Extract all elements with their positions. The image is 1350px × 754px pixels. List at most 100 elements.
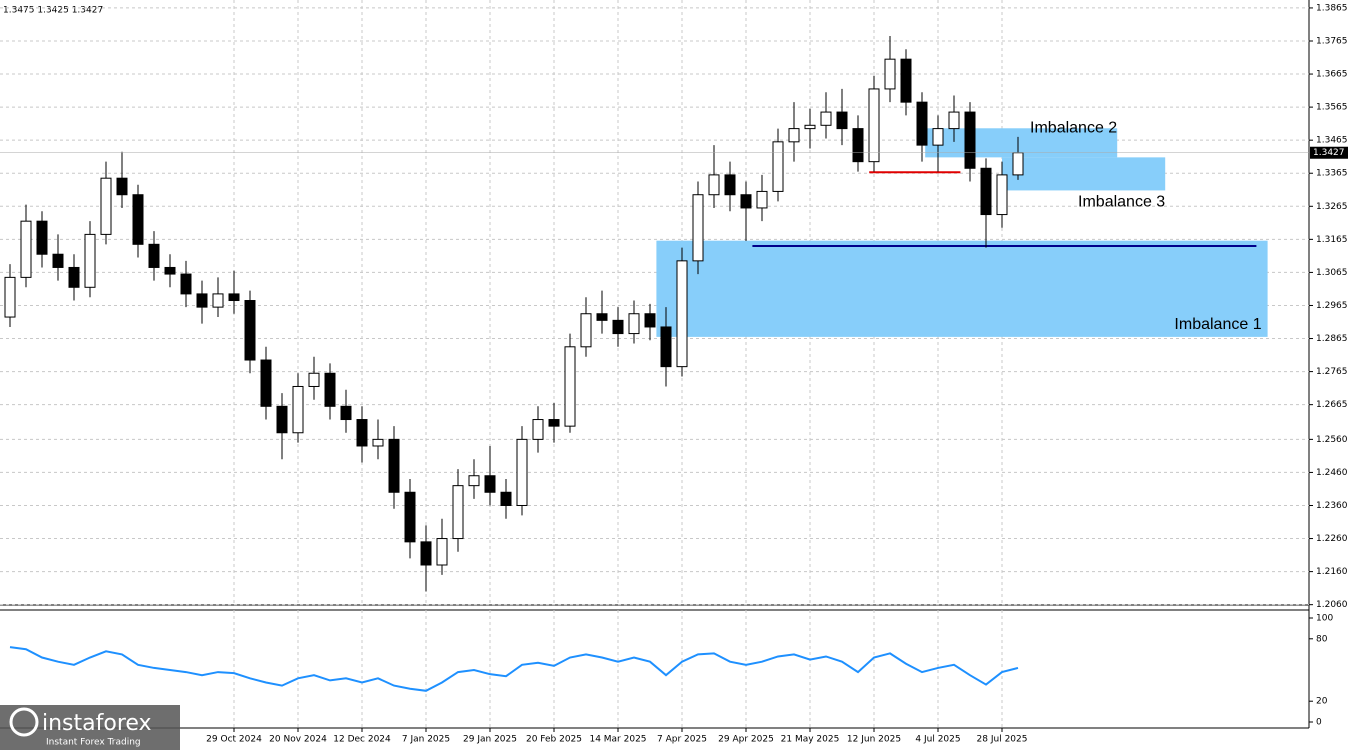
candle-body xyxy=(964,111,976,169)
candle-body xyxy=(980,167,992,216)
candle-body xyxy=(548,419,560,427)
y-tick-label: 1.3665 xyxy=(1316,70,1348,80)
candle-body xyxy=(804,124,816,130)
candle-body xyxy=(260,359,272,407)
y-tick-label: 1.3265 xyxy=(1316,202,1348,212)
candle-body xyxy=(452,485,464,540)
y-tick-label: 1.2360 xyxy=(1316,501,1348,511)
candle-body xyxy=(1012,152,1024,176)
y-tick-label: 1.3765 xyxy=(1316,36,1348,46)
x-tick-label: 20 Feb 2025 xyxy=(526,735,582,745)
candle-body xyxy=(84,233,96,288)
candle-body xyxy=(788,128,800,143)
candle-body xyxy=(724,174,736,196)
candle-body xyxy=(836,111,848,130)
candle-body xyxy=(196,293,208,308)
logo-tagline: Instant Forex Trading xyxy=(46,738,141,748)
candle-body xyxy=(900,58,912,103)
zone-label: Imbalance 2 xyxy=(1030,119,1117,136)
zone-label: Imbalance 3 xyxy=(1078,194,1165,211)
x-tick-label: 29 Jan 2025 xyxy=(463,735,517,745)
candle-body xyxy=(132,194,144,245)
candle-body xyxy=(308,372,320,387)
y-tick-label: 1.2865 xyxy=(1316,334,1348,344)
candle-body xyxy=(212,293,224,308)
candle-body xyxy=(692,194,704,262)
candle-body xyxy=(628,313,640,335)
candle-body xyxy=(148,243,160,268)
x-tick-label: 14 Mar 2025 xyxy=(589,735,646,745)
osc-tick-label: 20 xyxy=(1316,697,1328,707)
y-tick-label: 1.2765 xyxy=(1316,367,1348,377)
x-tick-label: 7 Apr 2025 xyxy=(657,735,707,745)
logo-text: instaforex xyxy=(42,711,152,736)
candle-body xyxy=(932,128,944,146)
logo: instaforex Instant Forex Trading xyxy=(0,705,180,750)
x-tick-label: 12 Dec 2024 xyxy=(333,735,391,745)
last-price-box xyxy=(1310,146,1348,159)
logo-box xyxy=(0,705,180,750)
candle-body xyxy=(884,58,896,90)
candle-body xyxy=(612,319,624,335)
candle-body xyxy=(740,194,752,209)
imbalance-zone xyxy=(656,240,1268,337)
candle-body xyxy=(420,541,432,566)
y-tick-label: 1.2160 xyxy=(1316,567,1348,577)
y-tick-label: 1.2060 xyxy=(1316,600,1348,610)
candle-body xyxy=(676,260,688,368)
candle-body xyxy=(244,300,256,361)
y-tick-label: 1.2260 xyxy=(1316,534,1348,544)
candle-body xyxy=(68,266,80,288)
candle-body xyxy=(276,405,288,434)
candle-body xyxy=(20,220,32,278)
candle-body xyxy=(644,313,656,328)
candle-body xyxy=(868,88,880,163)
candle-body xyxy=(660,326,672,368)
y-tick-label: 1.3165 xyxy=(1316,235,1348,245)
y-tick-label: 1.2560 xyxy=(1316,435,1348,445)
candle-body xyxy=(916,101,928,146)
osc-tick-label: 0 xyxy=(1316,718,1322,728)
candle-body xyxy=(948,111,960,130)
y-tick-label: 1.2665 xyxy=(1316,400,1348,410)
x-tick-label: 21 May 2025 xyxy=(781,735,840,745)
candle-body xyxy=(708,174,720,196)
candle-body xyxy=(324,372,336,407)
candle-body xyxy=(996,174,1008,216)
candle-body xyxy=(500,491,512,506)
candle-body xyxy=(564,346,576,427)
candle-body xyxy=(4,276,16,318)
osc-tick-label: 80 xyxy=(1316,634,1328,644)
candle-body xyxy=(36,220,48,255)
candle-body xyxy=(372,438,384,447)
candle-body xyxy=(852,128,864,163)
x-tick-label: 7 Jan 2025 xyxy=(402,735,450,745)
y-tick-label: 1.3465 xyxy=(1316,136,1348,146)
x-tick-label: 29 Apr 2025 xyxy=(718,735,774,745)
x-tick-label: 12 Jun 2025 xyxy=(847,735,901,745)
candle-body xyxy=(404,491,416,543)
candle-body xyxy=(516,438,528,506)
candle-body xyxy=(468,475,480,487)
candle-body xyxy=(292,385,304,434)
candle-body xyxy=(820,111,832,126)
candle-body xyxy=(756,190,768,209)
y-tick-label: 1.3565 xyxy=(1316,103,1348,113)
candle-body xyxy=(596,313,608,321)
x-tick-label: 29 Oct 2024 xyxy=(206,735,262,745)
candle-body xyxy=(532,419,544,440)
x-tick-label: 4 Jul 2025 xyxy=(915,735,960,745)
candle-body xyxy=(228,293,240,302)
candle-body xyxy=(484,475,496,493)
candle-body xyxy=(100,177,112,235)
candle-body xyxy=(388,438,400,493)
y-tick-label: 1.2965 xyxy=(1316,301,1348,311)
x-tick-label: 28 Jul 2025 xyxy=(977,735,1028,745)
last-price-label: 1.3427 xyxy=(1313,148,1345,158)
y-tick-label: 1.3365 xyxy=(1316,169,1348,179)
candle-body xyxy=(580,313,592,348)
y-tick-label: 1.2460 xyxy=(1316,468,1348,478)
candle-body xyxy=(116,177,128,196)
